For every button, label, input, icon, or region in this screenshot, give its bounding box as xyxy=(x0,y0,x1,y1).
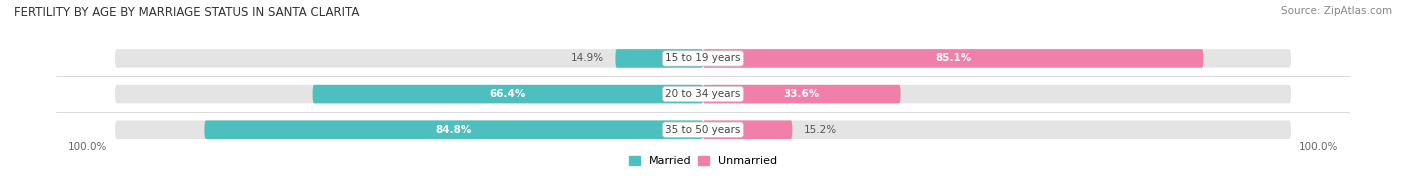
Text: 20 to 34 years: 20 to 34 years xyxy=(665,89,741,99)
Text: 66.4%: 66.4% xyxy=(489,89,526,99)
Text: 100.0%: 100.0% xyxy=(67,142,107,152)
Text: 84.8%: 84.8% xyxy=(436,125,472,135)
FancyBboxPatch shape xyxy=(703,85,901,103)
Text: 35 to 50 years: 35 to 50 years xyxy=(665,125,741,135)
Text: 85.1%: 85.1% xyxy=(935,54,972,64)
Legend: Married, Unmarried: Married, Unmarried xyxy=(627,154,779,169)
FancyBboxPatch shape xyxy=(204,121,703,139)
FancyBboxPatch shape xyxy=(115,121,1291,139)
Text: Source: ZipAtlas.com: Source: ZipAtlas.com xyxy=(1281,6,1392,16)
FancyBboxPatch shape xyxy=(115,49,1291,68)
Text: 33.6%: 33.6% xyxy=(783,89,820,99)
Text: 15.2%: 15.2% xyxy=(804,125,837,135)
FancyBboxPatch shape xyxy=(703,121,793,139)
FancyBboxPatch shape xyxy=(703,49,1204,68)
FancyBboxPatch shape xyxy=(312,85,703,103)
Text: 15 to 19 years: 15 to 19 years xyxy=(665,54,741,64)
FancyBboxPatch shape xyxy=(115,85,1291,103)
FancyBboxPatch shape xyxy=(616,49,703,68)
Text: 100.0%: 100.0% xyxy=(1299,142,1339,152)
Text: FERTILITY BY AGE BY MARRIAGE STATUS IN SANTA CLARITA: FERTILITY BY AGE BY MARRIAGE STATUS IN S… xyxy=(14,6,360,19)
Text: 14.9%: 14.9% xyxy=(571,54,603,64)
